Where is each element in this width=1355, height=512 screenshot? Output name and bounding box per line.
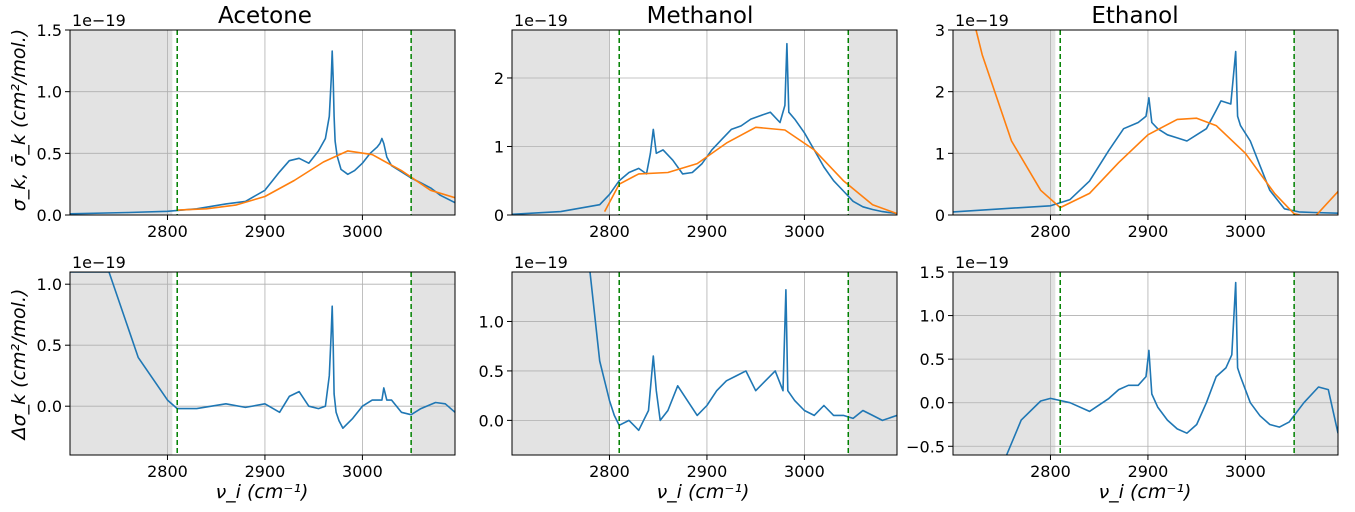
y-tick-label: −0.5 — [906, 437, 945, 456]
y-tick-label: 1.0 — [37, 83, 62, 102]
x-tick-label: 2800 — [589, 222, 630, 241]
x-tick-label: 3000 — [1225, 462, 1266, 481]
x-tick-label: 2900 — [245, 462, 286, 481]
x-tick-label: 3000 — [342, 222, 383, 241]
y-tick-label: 0.5 — [920, 350, 945, 369]
excluded-region — [953, 272, 1056, 455]
y-offset-label: 1e−19 — [72, 11, 126, 30]
x-axis-label-acetone: ν_i (cm⁻¹) — [216, 481, 309, 503]
y-tick-label: 2 — [494, 69, 504, 88]
measured-line — [70, 50, 455, 215]
axes-frame — [511, 271, 898, 456]
y-axis-label-bottom: Δσ_k (cm²/mol.) — [8, 289, 30, 442]
measured-line — [512, 42, 897, 215]
x-tick-label: 2800 — [589, 462, 630, 481]
x-tick-label: 2900 — [245, 222, 286, 241]
y-offset-label: 1e−19 — [72, 253, 126, 272]
y-tick-label: 0.5 — [479, 362, 504, 381]
y-tick-label: 3 — [935, 21, 945, 40]
y-tick-label: 0.0 — [37, 206, 62, 225]
y-tick-label: 1.5 — [920, 263, 945, 282]
y-offset-label: 1e−19 — [955, 11, 1009, 30]
panel: 2800 2900 3000 0 1 2 3 1e−19 — [935, 11, 1339, 241]
y-offset-label: 1e−19 — [514, 253, 568, 272]
measured-line — [70, 272, 455, 430]
axes-frame — [69, 29, 456, 216]
y-axis-label-top: σ_k, σ̄_k (cm²/mol.) — [8, 29, 30, 211]
x-tick-label: 2800 — [147, 222, 188, 241]
x-tick-label: 2900 — [687, 222, 728, 241]
y-tick-label: 0.0 — [37, 397, 62, 416]
panel: 2800 2900 3000 0 1 2 1e−19 — [494, 11, 898, 241]
axes-frame — [952, 29, 1339, 216]
measured-line — [589, 272, 897, 432]
x-tick-label: 3000 — [784, 222, 825, 241]
y-tick-label: 0.0 — [920, 394, 945, 413]
panel: 2800 2900 3000 0.0 0.5 1.0 1.5 1e−19 — [37, 11, 456, 241]
x-tick-label: 3000 — [784, 462, 825, 481]
y-tick-label: 2 — [935, 83, 945, 102]
y-tick-label: 1 — [935, 144, 945, 163]
measured-line — [953, 50, 1338, 214]
panel-title-ethanol: Ethanol — [1091, 3, 1178, 29]
y-tick-label: 1.0 — [479, 312, 504, 331]
y-tick-label: 0.0 — [479, 411, 504, 430]
x-tick-label: 3000 — [342, 462, 383, 481]
panel-title-methanol: Methanol — [647, 3, 754, 29]
y-tick-label: 0 — [494, 206, 504, 225]
y-offset-label: 1e−19 — [955, 253, 1009, 272]
measured-line — [1005, 281, 1338, 455]
panel: 2800 2900 3000 0.0 0.5 1.0 1e−19 — [37, 253, 456, 481]
excluded-region — [848, 272, 897, 455]
y-tick-label: 1 — [494, 137, 504, 156]
x-tick-label: 2800 — [147, 462, 188, 481]
x-tick-label: 2900 — [687, 462, 728, 481]
y-offset-label: 1e−19 — [514, 11, 568, 30]
panel: 2800 2900 3000 0.0 0.5 1.0 1e−19 — [479, 253, 898, 481]
y-tick-label: 0.5 — [37, 336, 62, 355]
axes-frame — [69, 271, 456, 456]
excluded-region — [70, 30, 173, 215]
excluded-region — [411, 272, 455, 455]
panel: 2800 2900 3000 −0.5 0.0 0.5 1.0 1.5 1e−19 — [906, 253, 1339, 481]
fit-line — [975, 30, 1338, 215]
x-tick-label: 2900 — [1128, 222, 1169, 241]
excluded-region — [512, 272, 610, 455]
x-tick-label: 2800 — [1030, 462, 1071, 481]
excluded-region — [512, 30, 610, 215]
excluded-region — [411, 30, 455, 215]
x-axis-label-ethanol: ν_i (cm⁻¹) — [1099, 481, 1192, 503]
excluded-region — [1294, 30, 1338, 215]
y-tick-label: 1.5 — [37, 21, 62, 40]
panel-title-acetone: Acetone — [218, 3, 312, 29]
excluded-region — [953, 30, 1056, 215]
x-tick-label: 2800 — [1030, 222, 1071, 241]
x-tick-label: 3000 — [1225, 222, 1266, 241]
axes-frame — [952, 271, 1339, 456]
y-tick-label: 0 — [935, 206, 945, 225]
excluded-region — [70, 272, 173, 455]
axes-frame — [511, 29, 898, 216]
excluded-region — [848, 30, 897, 215]
x-axis-label-methanol: ν_i (cm⁻¹) — [657, 481, 750, 503]
y-tick-label: 0.5 — [37, 144, 62, 163]
x-tick-label: 2900 — [1128, 462, 1169, 481]
excluded-region — [1294, 272, 1338, 455]
y-tick-label: 1.0 — [37, 275, 62, 294]
y-tick-label: 1.0 — [920, 307, 945, 326]
